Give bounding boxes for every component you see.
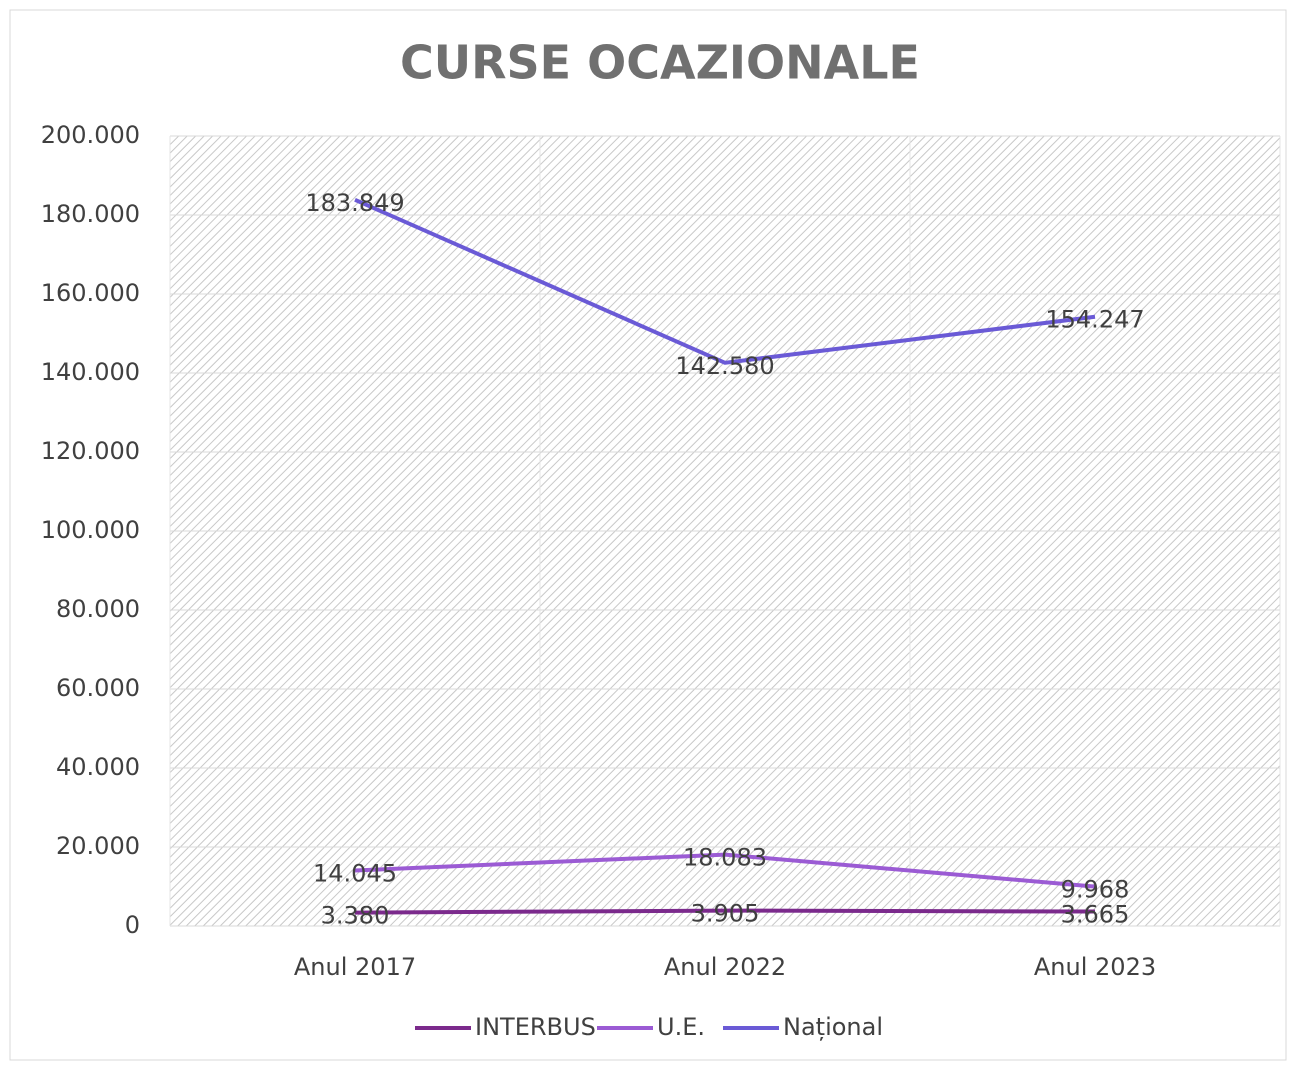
y-tick-label: 200.000	[41, 121, 140, 149]
x-tick-label: Anul 2023	[1034, 953, 1156, 981]
y-tick-label: 100.000	[41, 516, 140, 544]
data-label: 154.247	[1045, 306, 1144, 334]
y-tick-label: 40.000	[56, 753, 140, 781]
data-label: 18.083	[683, 844, 767, 872]
legend-label: U.E.	[657, 1013, 705, 1041]
chart-title: CURSE OCAZIONALE	[400, 36, 920, 90]
y-tick-label: 0	[125, 911, 140, 939]
y-tick-label: 60.000	[56, 674, 140, 702]
data-label: 142.580	[675, 352, 774, 380]
series-line	[354, 908, 1096, 915]
y-tick-label: 20.000	[56, 832, 140, 860]
y-tick-label: 180.000	[41, 200, 140, 228]
data-label: 3.665	[1061, 901, 1130, 929]
series-line	[354, 852, 1096, 889]
x-tick-label: Anul 2017	[294, 953, 416, 981]
data-label: 3.905	[691, 900, 760, 928]
data-label: 3.380	[321, 902, 390, 930]
x-tick-label: Anul 2022	[664, 953, 786, 981]
legend-label: INTERBUS	[475, 1013, 596, 1041]
series-line	[354, 197, 1096, 365]
y-tick-label: 160.000	[41, 279, 140, 307]
data-label: 14.045	[313, 860, 397, 888]
y-tick-label: 140.000	[41, 358, 140, 386]
data-label: 183.849	[305, 189, 404, 217]
y-tick-label: 80.000	[56, 595, 140, 623]
legend-label: Național	[783, 1013, 883, 1041]
y-tick-label: 120.000	[41, 437, 140, 465]
data-label: 9.968	[1061, 876, 1130, 904]
